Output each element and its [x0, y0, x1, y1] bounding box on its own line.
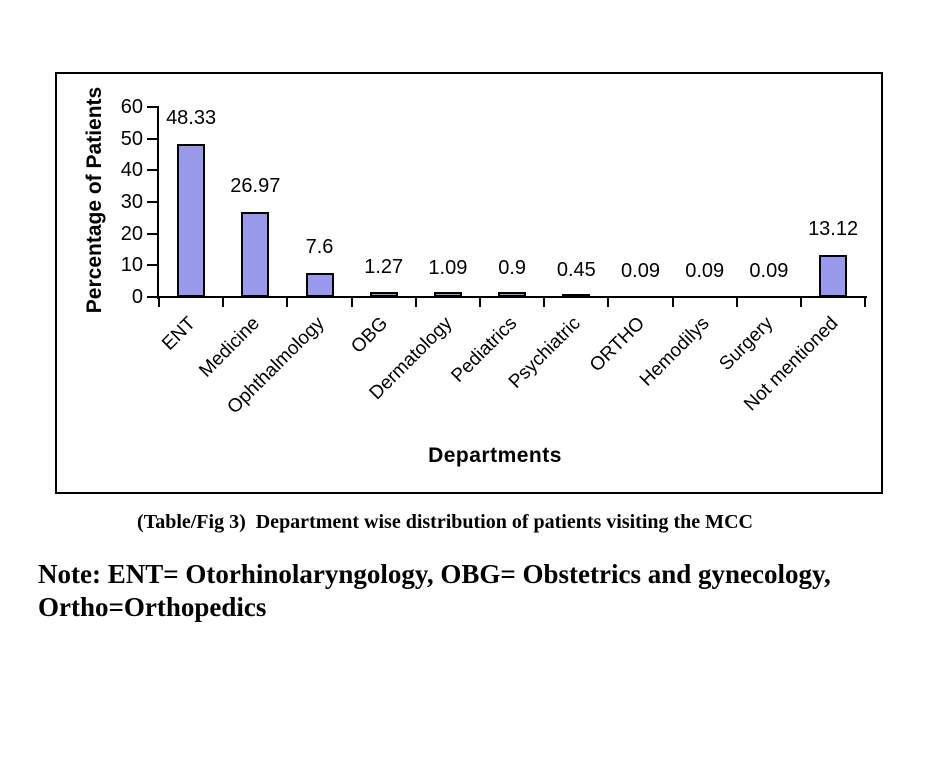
- category-label: OBG: [347, 313, 393, 358]
- x-tick: [479, 298, 481, 307]
- y-tick-label: 40: [120, 159, 143, 182]
- bar-value-label: 13.12: [808, 218, 859, 241]
- x-tick: [543, 298, 546, 307]
- x-tick: [607, 298, 610, 307]
- bar: [433, 292, 462, 297]
- bar-value-label: 0.9: [498, 257, 526, 280]
- figure-note: Note: ENT= Otorhinolaryngology, OBG= Obs…: [38, 559, 831, 622]
- bar-value-label: 0.09: [621, 259, 660, 282]
- bar: [819, 255, 848, 297]
- x-tick: [864, 298, 867, 307]
- y-tick-label: 0: [131, 286, 143, 308]
- bar-value-label: 7.6: [305, 235, 334, 258]
- x-tick: [350, 298, 353, 307]
- bar-value-label: 26.97: [230, 174, 281, 197]
- y-tick-label: 20: [120, 222, 143, 245]
- bar-value-label: 1.09: [428, 256, 468, 279]
- x-tick: [735, 298, 738, 307]
- x-axis-title: Departments: [428, 444, 562, 467]
- y-tick: [147, 232, 157, 235]
- bar: [177, 143, 206, 297]
- bar: [369, 292, 398, 297]
- bar: [241, 211, 270, 297]
- category-label: ENT: [158, 313, 200, 355]
- x-tick: [414, 298, 417, 307]
- x-tick: [158, 298, 160, 307]
- category-label: ORTHO: [586, 313, 650, 377]
- x-tick: [286, 298, 289, 307]
- bar-value-label: 0.09: [749, 259, 789, 282]
- bar-value-label: 1.27: [364, 255, 404, 278]
- bar-value-label: 48.33: [166, 106, 217, 129]
- bar: [305, 272, 334, 297]
- bar-value-label: 0.45: [556, 258, 596, 281]
- x-tick: [800, 298, 802, 307]
- y-tick: [147, 201, 157, 203]
- bar-value-label: 0.09: [685, 259, 725, 282]
- y-tick: [147, 137, 157, 140]
- y-tick-label: 50: [120, 127, 143, 150]
- y-axis-line: [157, 106, 159, 299]
- y-tick-label: 30: [120, 191, 143, 213]
- category-label: Surgery: [715, 313, 778, 375]
- category-label: Hemodilys: [635, 313, 714, 391]
- y-tick: [147, 106, 157, 108]
- y-tick: [147, 264, 157, 267]
- y-tick-label: 10: [120, 254, 143, 277]
- bar: [562, 294, 591, 297]
- bar: [498, 292, 527, 297]
- y-tick: [147, 296, 157, 298]
- x-tick: [222, 298, 225, 307]
- y-tick-label: 60: [120, 96, 143, 118]
- y-tick: [147, 169, 157, 172]
- figure-caption: (Table/Fig 3) Department wise distributi…: [137, 511, 753, 533]
- x-tick: [671, 298, 674, 307]
- x-axis-line: [157, 296, 868, 298]
